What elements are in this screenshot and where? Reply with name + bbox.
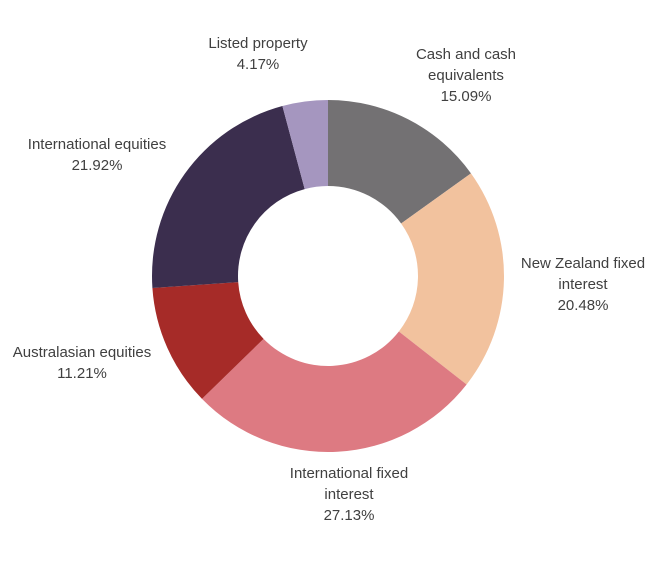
slice-label-percent: 15.09% xyxy=(440,88,492,105)
slice-label-text: New Zealand fixed interest xyxy=(520,255,646,293)
slice-label-cash-and-cash-equivalents: Cash and cash equivalents 15.09% xyxy=(391,44,541,107)
donut-slice-1 xyxy=(398,173,504,385)
slice-label-listed-property: Listed property 4.17% xyxy=(178,33,338,75)
slice-label-australasian-equities: Australasian equities 11.21% xyxy=(0,342,164,384)
slice-label-international-equities: International equities 21.92% xyxy=(12,134,182,176)
slice-label-text: International equities xyxy=(27,136,167,153)
donut-slice-3 xyxy=(152,282,264,399)
donut-slice-4 xyxy=(151,106,305,289)
slice-label-percent: 21.92% xyxy=(71,157,123,174)
donut-slice-2 xyxy=(202,331,467,452)
slice-label-international-fixed-interest: International fixed interest 27.13% xyxy=(274,463,424,526)
slice-label-text: International fixed interest xyxy=(289,465,409,503)
slice-label-percent: 27.13% xyxy=(323,507,375,524)
slice-label-text: Cash and cash equivalents xyxy=(415,46,517,84)
donut-slice-5 xyxy=(282,100,328,190)
slice-label-text: Australasian equities xyxy=(12,344,152,361)
slice-label-percent: 4.17% xyxy=(236,56,280,73)
slice-label-percent: 20.48% xyxy=(557,297,609,314)
slice-label-new-zealand-fixed-interest: New Zealand fixed interest 20.48% xyxy=(508,253,658,316)
donut-slice-0 xyxy=(328,100,471,224)
slice-label-percent: 11.21% xyxy=(57,365,107,382)
slice-label-text: Listed property xyxy=(208,35,308,52)
